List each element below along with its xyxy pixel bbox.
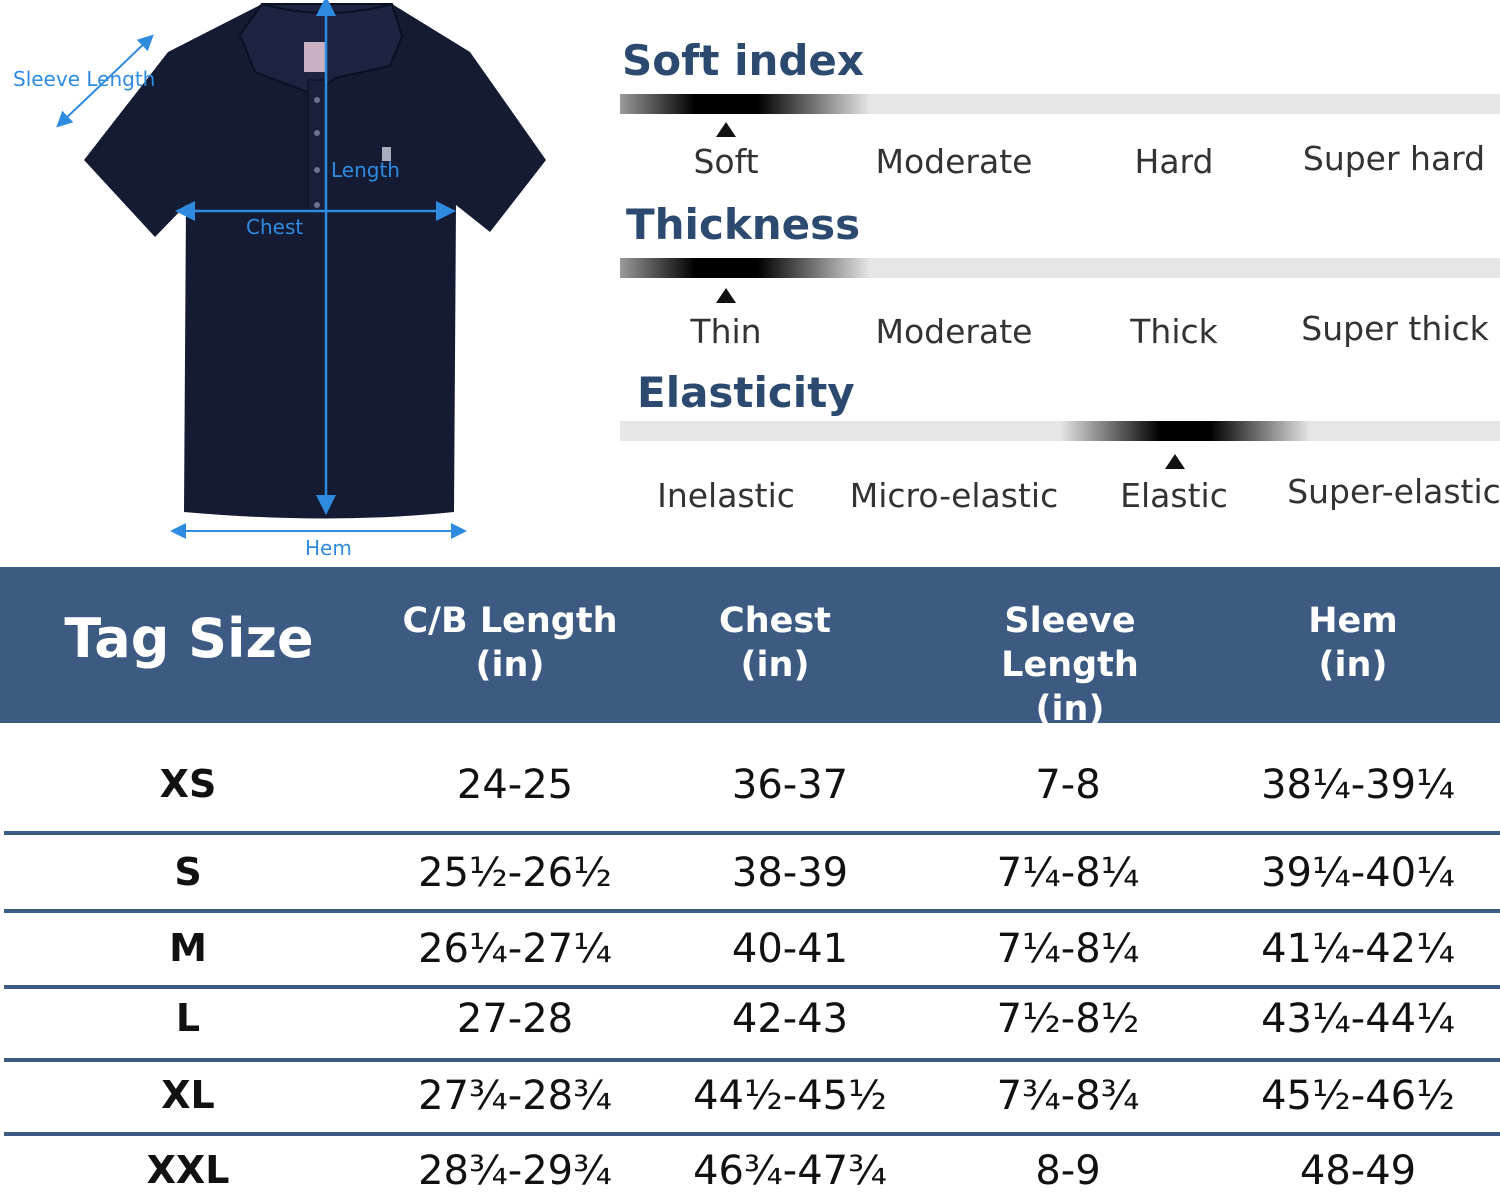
hem-label: Hem xyxy=(305,536,352,560)
row-divider xyxy=(4,909,1500,913)
row-divider xyxy=(4,985,1500,989)
thickness-title: Thickness xyxy=(626,200,861,249)
size-cell: L xyxy=(175,996,201,1040)
row-divider xyxy=(4,1058,1500,1062)
shirt-diagram: Sleeve Length Length Chest Hem xyxy=(0,0,600,565)
cb-length-cell: 28¾-29¾ xyxy=(418,1148,612,1194)
row-divider xyxy=(4,831,1500,835)
thickness-marker xyxy=(716,288,736,303)
chest-cell: 42-43 xyxy=(731,996,849,1042)
size-cell: XS xyxy=(159,762,217,806)
cb-length-cell: 26¼-27¼ xyxy=(418,926,612,972)
elasticity-marker xyxy=(1165,454,1185,469)
chest-cell: 36-37 xyxy=(731,762,849,808)
elasticity-title: Elasticity xyxy=(637,368,855,417)
header-tag-size: Tag Size xyxy=(64,607,314,670)
thickness-scale xyxy=(620,258,1500,278)
size-cell: M xyxy=(169,926,207,970)
thickness-option-thick: Thick xyxy=(1130,312,1218,351)
elasticity-option-elastic: Elastic xyxy=(1120,476,1228,515)
soft-option-hard: Hard xyxy=(1134,142,1214,181)
soft-index-scale xyxy=(620,94,1500,114)
thickness-option-thin: Thin xyxy=(690,312,762,351)
size-cell: S xyxy=(174,850,202,894)
thickness-option-super-thick: Super thick xyxy=(1301,309,1489,348)
size-cell: XL xyxy=(161,1073,215,1117)
sleeve-cell: 7¾-8¾ xyxy=(996,1073,1140,1119)
fabric-indices: Soft index Soft Moderate Hard Super hard… xyxy=(600,0,1500,565)
size-cell: XXL xyxy=(146,1148,230,1192)
header-chest: Chest (in) xyxy=(719,601,831,685)
hem-cell: 48-49 xyxy=(1299,1148,1417,1194)
size-table-header: Tag Size C/B Length (in) Chest (in) Slee… xyxy=(0,567,1500,729)
header-sleeve-length: Sleeve Length (in) xyxy=(1001,601,1139,729)
soft-index-title: Soft index xyxy=(622,36,865,85)
hem-cell: 43¼-44¼ xyxy=(1261,996,1455,1042)
sleeve-cell: 7¼-8¼ xyxy=(996,850,1140,896)
chest-label: Chest xyxy=(246,215,304,239)
elasticity-option-micro-elastic: Micro-elastic xyxy=(849,476,1059,515)
elasticity-option-inelastic: Inelastic xyxy=(657,476,795,515)
cb-length-cell: 27-28 xyxy=(456,996,574,1042)
sleeve-cell: 7½-8½ xyxy=(996,996,1140,1042)
hem-cell: 39¼-40¼ xyxy=(1261,850,1455,896)
elasticity-scale xyxy=(620,421,1500,441)
hem-cell: 41¼-42¼ xyxy=(1261,926,1455,972)
chest-cell: 38-39 xyxy=(731,850,849,896)
thickness-option-moderate: Moderate xyxy=(875,312,1033,351)
soft-index-indicator xyxy=(620,94,870,114)
polo-shirt-illustration xyxy=(56,0,546,539)
soft-index-marker xyxy=(716,122,736,137)
chest-cell: 46¾-47¾ xyxy=(693,1148,887,1194)
length-label: Length xyxy=(331,158,400,182)
sleeve-cell: 7¼-8¼ xyxy=(996,926,1140,972)
cb-length-cell: 25½-26½ xyxy=(418,850,612,896)
elasticity-option-super-elastic: Super-elastic xyxy=(1287,472,1500,511)
header-cb-length: C/B Length (in) xyxy=(402,601,618,685)
sleeve-cell: 8-9 xyxy=(1035,1148,1101,1194)
cb-length-cell: 27¾-28¾ xyxy=(418,1073,612,1119)
sleeve-length-label: Sleeve Length xyxy=(13,67,156,91)
row-divider xyxy=(4,1132,1500,1136)
hem-cell: 45½-46½ xyxy=(1261,1073,1455,1119)
sleeve-cell: 7-8 xyxy=(1035,762,1101,808)
header-hem: Hem (in) xyxy=(1308,601,1398,685)
hem-cell: 38¼-39¼ xyxy=(1261,762,1455,808)
elasticity-indicator xyxy=(1060,421,1310,441)
chest-cell: 40-41 xyxy=(731,926,849,972)
soft-option-super-hard: Super hard xyxy=(1302,139,1486,178)
chest-cell: 44½-45½ xyxy=(693,1073,887,1119)
soft-option-soft: Soft xyxy=(693,142,759,181)
cb-length-cell: 24-25 xyxy=(456,762,574,808)
thickness-indicator xyxy=(620,258,870,278)
soft-option-moderate: Moderate xyxy=(875,142,1033,181)
